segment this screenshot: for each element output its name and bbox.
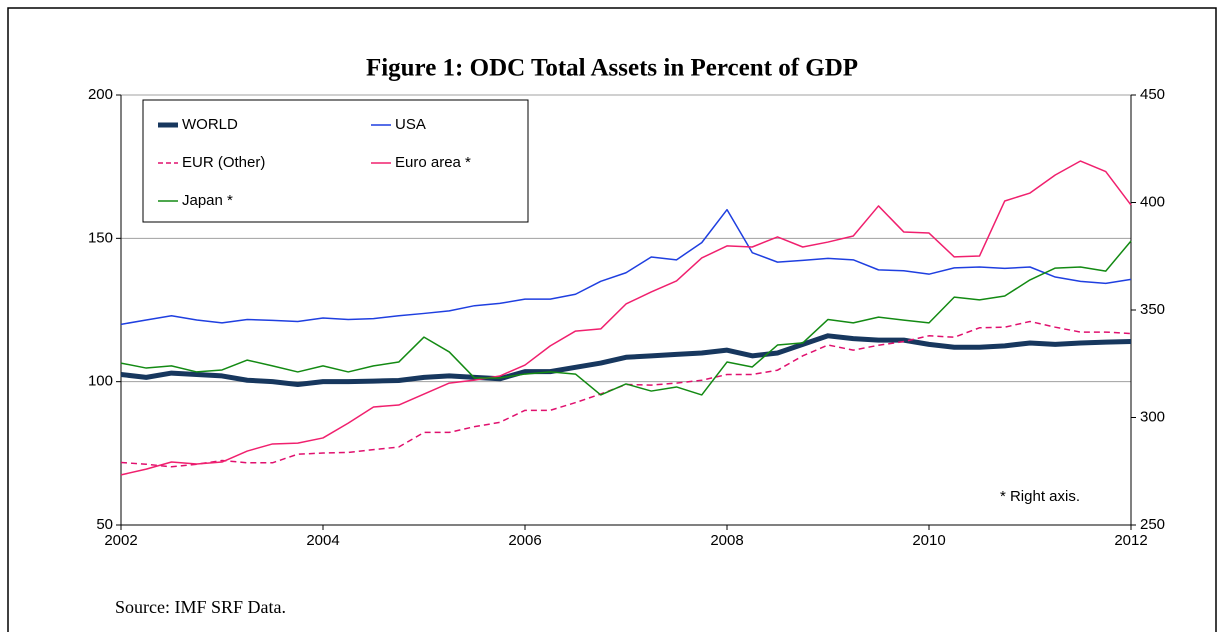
y-tick-label: 100 [88, 373, 113, 390]
y2-tick-label: 350 [1140, 301, 1165, 318]
data-line [120, 333, 1132, 388]
y2-tick-label: 250 [1140, 516, 1165, 533]
data-line [120, 160, 1132, 476]
x-tick-label: 2006 [508, 532, 541, 549]
y2-tick-label: 300 [1140, 408, 1165, 425]
data-line [120, 320, 1132, 468]
legend-box [142, 99, 529, 223]
legend-label: Euro area * [395, 154, 471, 171]
legend-label: Japan * [182, 192, 233, 209]
frame [7, 7, 1217, 632]
chart-title: Figure 1: ODC Total Assets in Percent of… [366, 55, 858, 82]
y2-tick-label: 450 [1140, 86, 1165, 103]
x-tick-label: 2008 [710, 532, 743, 549]
y-tick-label: 200 [88, 86, 113, 103]
annotation: * Right axis. [1000, 488, 1080, 505]
y-tick-label: 50 [96, 516, 113, 533]
legend-label: WORLD [182, 116, 238, 133]
y2-tick-label: 400 [1140, 193, 1165, 210]
data-line [120, 208, 1132, 326]
legend-label: EUR (Other) [182, 154, 265, 171]
x-tick-label: 2004 [306, 532, 339, 549]
x-tick-label: 2012 [1114, 532, 1147, 549]
x-tick-label: 2002 [104, 532, 137, 549]
data-line [120, 240, 1132, 396]
x-tick-label: 2010 [912, 532, 945, 549]
legend-label: USA [395, 116, 426, 133]
source-note: Source: IMF SRF Data. [115, 597, 286, 617]
y-tick-label: 150 [88, 229, 113, 246]
